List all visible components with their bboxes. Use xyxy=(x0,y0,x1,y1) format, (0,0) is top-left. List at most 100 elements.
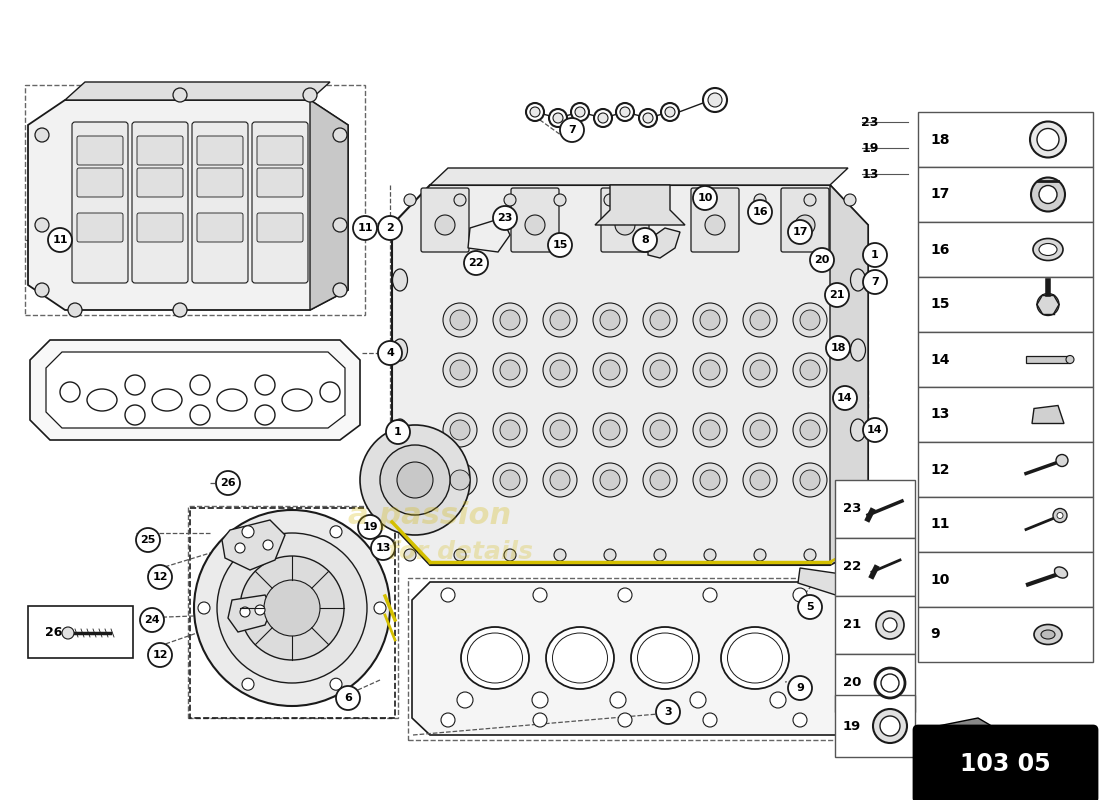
Circle shape xyxy=(598,113,608,123)
Text: 12: 12 xyxy=(152,572,167,582)
Circle shape xyxy=(742,413,777,447)
Circle shape xyxy=(700,420,720,440)
Text: 18: 18 xyxy=(930,133,949,146)
Text: a passion: a passion xyxy=(349,501,512,530)
Circle shape xyxy=(704,194,716,206)
Text: 17: 17 xyxy=(792,227,807,237)
Text: 15: 15 xyxy=(930,298,949,311)
Ellipse shape xyxy=(217,389,248,411)
Text: 10: 10 xyxy=(930,573,949,586)
Ellipse shape xyxy=(850,339,866,361)
Circle shape xyxy=(353,216,377,240)
Bar xyxy=(918,740,1000,758)
Text: 103 05: 103 05 xyxy=(959,752,1050,776)
Circle shape xyxy=(434,215,455,235)
Circle shape xyxy=(864,418,887,442)
Circle shape xyxy=(386,420,410,444)
Text: 20: 20 xyxy=(843,677,861,690)
Circle shape xyxy=(560,118,584,142)
Circle shape xyxy=(543,463,578,497)
Ellipse shape xyxy=(282,389,312,411)
Circle shape xyxy=(793,713,807,727)
Circle shape xyxy=(333,218,346,232)
Circle shape xyxy=(750,360,770,380)
Circle shape xyxy=(693,186,717,210)
Circle shape xyxy=(644,413,676,447)
Circle shape xyxy=(404,194,416,206)
Circle shape xyxy=(644,113,653,123)
Circle shape xyxy=(330,526,342,538)
Bar xyxy=(1026,355,1070,362)
Circle shape xyxy=(140,608,164,632)
Ellipse shape xyxy=(1034,625,1062,645)
Polygon shape xyxy=(798,568,858,598)
Polygon shape xyxy=(830,185,868,565)
Bar xyxy=(835,654,915,712)
Circle shape xyxy=(397,462,433,498)
Polygon shape xyxy=(222,520,285,570)
Text: 23: 23 xyxy=(497,213,513,223)
Circle shape xyxy=(1056,454,1068,466)
Circle shape xyxy=(639,109,657,127)
Ellipse shape xyxy=(720,627,789,689)
Circle shape xyxy=(793,588,807,602)
Bar xyxy=(918,277,1093,332)
Circle shape xyxy=(650,360,670,380)
Text: 7: 7 xyxy=(871,277,879,287)
FancyBboxPatch shape xyxy=(197,168,243,197)
Circle shape xyxy=(864,243,887,267)
Circle shape xyxy=(700,310,720,330)
Circle shape xyxy=(441,713,455,727)
Polygon shape xyxy=(30,340,360,440)
Circle shape xyxy=(302,88,317,102)
Circle shape xyxy=(654,549,666,561)
Circle shape xyxy=(235,543,245,553)
Circle shape xyxy=(833,386,857,410)
Text: 11: 11 xyxy=(930,518,949,531)
Ellipse shape xyxy=(393,419,407,441)
Circle shape xyxy=(656,700,680,724)
Circle shape xyxy=(883,618,896,632)
Ellipse shape xyxy=(552,633,607,683)
Ellipse shape xyxy=(393,339,407,361)
Ellipse shape xyxy=(468,633,522,683)
Text: 22: 22 xyxy=(469,258,484,268)
Circle shape xyxy=(543,303,578,337)
Polygon shape xyxy=(595,185,685,225)
Bar xyxy=(918,332,1093,387)
Circle shape xyxy=(358,515,382,539)
Circle shape xyxy=(378,341,402,365)
Text: 14: 14 xyxy=(867,425,883,435)
Text: 14: 14 xyxy=(930,353,949,366)
Circle shape xyxy=(693,353,727,387)
Circle shape xyxy=(173,88,187,102)
Circle shape xyxy=(534,588,547,602)
Circle shape xyxy=(742,303,777,337)
Text: 2: 2 xyxy=(386,223,394,233)
FancyBboxPatch shape xyxy=(914,726,1097,800)
Circle shape xyxy=(798,595,822,619)
FancyBboxPatch shape xyxy=(132,122,188,283)
Circle shape xyxy=(750,310,770,330)
Bar xyxy=(835,538,915,596)
Circle shape xyxy=(534,713,547,727)
Bar xyxy=(188,506,398,718)
Circle shape xyxy=(136,528,160,552)
Circle shape xyxy=(666,107,675,117)
Text: 16: 16 xyxy=(930,242,949,257)
Circle shape xyxy=(844,194,856,206)
Ellipse shape xyxy=(1033,238,1063,261)
Text: 10: 10 xyxy=(697,193,713,203)
Circle shape xyxy=(844,549,856,561)
Circle shape xyxy=(378,216,402,240)
Circle shape xyxy=(1057,513,1063,518)
Circle shape xyxy=(748,200,772,224)
Circle shape xyxy=(708,93,722,107)
Circle shape xyxy=(754,194,766,206)
FancyBboxPatch shape xyxy=(197,213,243,242)
Circle shape xyxy=(804,549,816,561)
Bar xyxy=(28,606,133,658)
Circle shape xyxy=(800,470,820,490)
Text: 26: 26 xyxy=(45,626,63,638)
FancyBboxPatch shape xyxy=(691,188,739,252)
